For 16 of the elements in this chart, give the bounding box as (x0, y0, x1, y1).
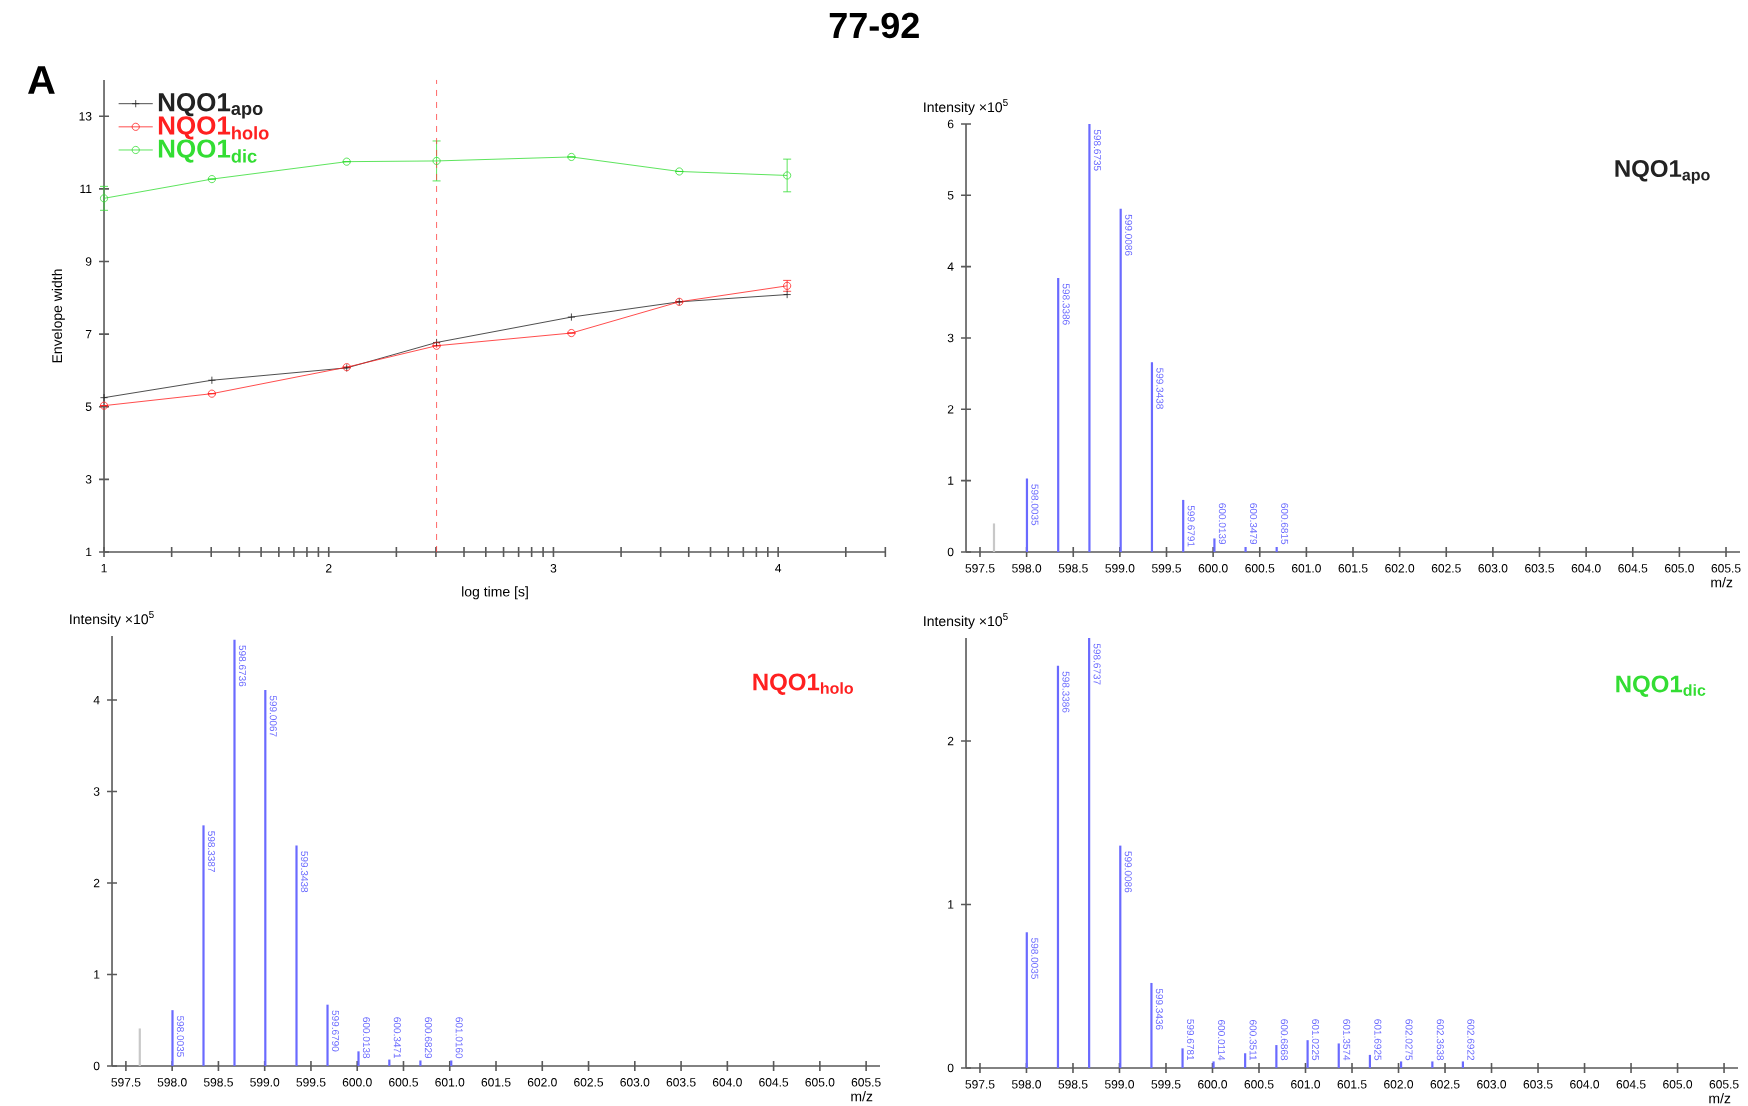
point (207, 389, 216, 398)
chart-title: 77-92 (829, 12, 919, 39)
legend-label: NQO1$_{holo}$ (158, 116, 269, 140)
point (207, 376, 216, 385)
legend-label: NQO1$_{apo}$ (158, 93, 263, 119)
text: NQO1$_{dic}$ (1616, 675, 1706, 697)
point (675, 167, 684, 176)
text: NQO1$_{apo}$ (1615, 160, 1710, 184)
text: A (28, 66, 55, 94)
point (567, 152, 576, 161)
legend-label: NQO1$_{dic}$ (158, 139, 257, 163)
point (342, 157, 351, 166)
text: NQO1$_{holo}$ (753, 673, 853, 695)
point (207, 175, 216, 184)
point (567, 329, 576, 338)
point (567, 313, 576, 322)
